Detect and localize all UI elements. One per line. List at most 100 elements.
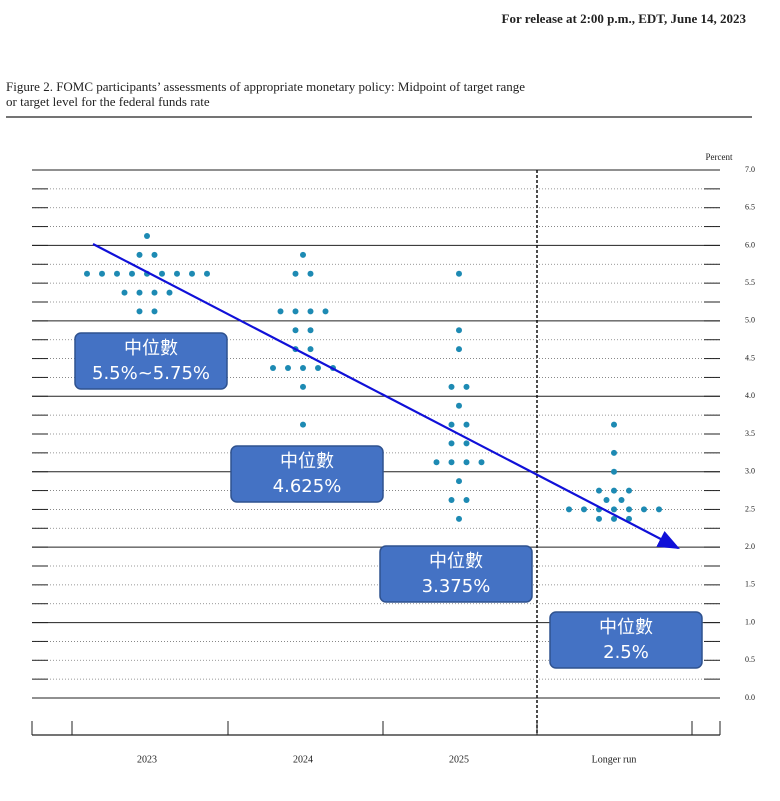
annotation-title: 中位數 xyxy=(599,617,653,638)
dot xyxy=(463,459,470,466)
dot xyxy=(448,440,455,447)
annotation-text: 5.5%~5.75% xyxy=(92,363,210,384)
dot xyxy=(656,506,662,513)
dot xyxy=(151,289,158,296)
dot xyxy=(174,270,180,277)
dot xyxy=(159,270,165,277)
x-tick-label: Longer run xyxy=(592,754,637,765)
annotation-box xyxy=(230,445,384,503)
dot xyxy=(463,440,470,447)
y-tick-label: 6.5 xyxy=(745,203,755,212)
y-tick-label: 5.5 xyxy=(745,278,755,287)
y-tick-label: 4.5 xyxy=(745,353,755,362)
annotation-title: 中位數 xyxy=(124,338,178,359)
y-tick-label: 6.0 xyxy=(745,240,755,249)
annotation-text: 3.375% xyxy=(422,576,491,597)
dot xyxy=(448,497,455,503)
dot xyxy=(136,289,143,296)
y-tick-label: 2.5 xyxy=(745,504,755,513)
dot xyxy=(456,346,462,353)
dot xyxy=(456,270,462,277)
dot xyxy=(307,308,314,315)
y-tick-label: 4.0 xyxy=(745,391,755,400)
release-header: For release at 2:00 p.m., EDT, June 14, … xyxy=(502,11,747,26)
dot xyxy=(611,487,617,494)
dot xyxy=(566,506,572,513)
annotations: 中位數 5.5%~5.75% 中位數 4.625% 中位數 3.375% 中位數 2.5% xyxy=(74,332,703,669)
annotation-text: 2.5% xyxy=(603,642,649,663)
dot xyxy=(136,308,143,315)
dot xyxy=(307,270,314,277)
y-tick-label: 0.0 xyxy=(745,693,755,702)
caption-line: Figure 2. FOMC participants’ assessments… xyxy=(6,79,525,94)
dot xyxy=(611,515,617,522)
dot xyxy=(204,270,210,277)
dot xyxy=(166,289,173,296)
dot xyxy=(300,365,306,371)
dot xyxy=(322,308,329,315)
dot xyxy=(84,270,90,277)
dot xyxy=(463,421,470,428)
annotation-text: 4.625% xyxy=(273,476,342,497)
y-tick-label: 3.0 xyxy=(745,467,755,476)
x-tick-label: 2025 xyxy=(449,754,469,765)
dot xyxy=(270,365,276,371)
dot xyxy=(129,270,135,277)
dot xyxy=(596,487,602,494)
dot xyxy=(456,515,462,522)
dot xyxy=(151,251,158,258)
dot xyxy=(300,251,306,258)
dot xyxy=(121,289,128,296)
x-tick-label: 2024 xyxy=(293,754,313,765)
dot xyxy=(626,487,632,494)
dot xyxy=(189,270,195,277)
annotation-box xyxy=(74,332,228,390)
y-tick-label: 5.0 xyxy=(745,316,755,325)
dot xyxy=(626,506,632,513)
dot xyxy=(448,383,455,390)
dot xyxy=(611,506,617,513)
annotation-box xyxy=(549,611,703,669)
dot xyxy=(151,308,158,315)
dot xyxy=(448,459,455,466)
dot xyxy=(603,497,610,503)
dot xyxy=(456,402,462,409)
annotation-title: 中位數 xyxy=(429,551,483,572)
y-tick-label: 1.0 xyxy=(745,617,755,626)
x-tick-label: 2023 xyxy=(137,754,157,765)
dot xyxy=(611,468,617,475)
annotation-title: 中位數 xyxy=(280,451,334,472)
dot xyxy=(144,233,150,239)
dot xyxy=(641,506,647,513)
dot xyxy=(277,308,284,315)
dot xyxy=(626,515,632,522)
dot xyxy=(300,383,306,390)
dot xyxy=(136,251,143,258)
dot xyxy=(307,327,314,334)
dot xyxy=(307,346,314,353)
y-tick-label: 2.0 xyxy=(745,542,755,551)
trend-arrow xyxy=(92,243,680,550)
dot xyxy=(463,497,470,503)
dot xyxy=(463,383,470,390)
dot xyxy=(478,459,485,466)
dot xyxy=(292,270,299,277)
y-unit-label: Percent xyxy=(706,152,733,162)
y-tick-label: 1.5 xyxy=(745,580,755,589)
dot xyxy=(99,270,105,277)
dot xyxy=(300,421,306,428)
y-tick-label: 0.5 xyxy=(745,655,755,664)
annotation-box xyxy=(379,545,533,603)
dot xyxy=(292,327,299,334)
dot xyxy=(611,449,617,456)
y-tick-label: 3.5 xyxy=(745,429,755,438)
dot xyxy=(456,478,462,485)
dot xyxy=(596,515,602,522)
dot xyxy=(315,365,321,371)
dot xyxy=(448,421,455,428)
plot-area: 0.0 0.5 1.0 1.5 2.0 2.5 3.0 3.5 4.0 4.5 5.0 5.5 6.0 6… xyxy=(31,165,755,765)
caption-line: or target level for the federal funds ra… xyxy=(6,94,210,109)
y-tick-label: 7.0 xyxy=(745,165,755,174)
dot xyxy=(114,270,120,277)
